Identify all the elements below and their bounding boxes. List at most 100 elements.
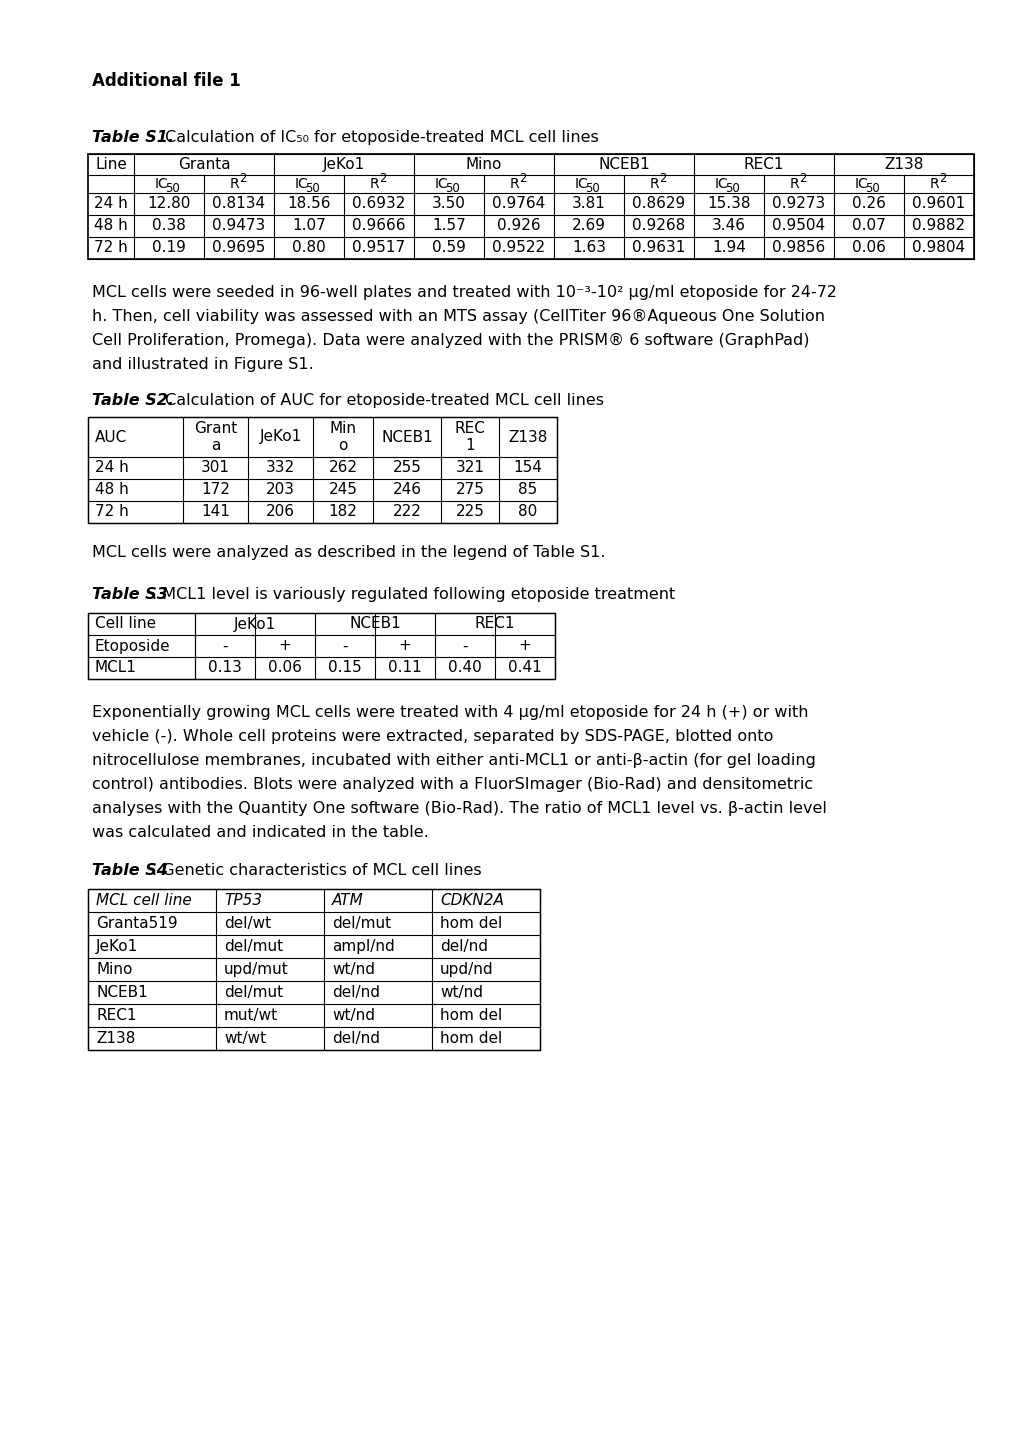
Text: 85: 85 [518,482,537,498]
Text: 0.07: 0.07 [851,218,886,234]
Text: 0.40: 0.40 [447,661,481,675]
Text: IC: IC [574,177,587,190]
Text: 0.9601: 0.9601 [911,196,965,212]
Text: JeKo1: JeKo1 [233,616,276,632]
Text: 0.8134: 0.8134 [212,196,265,212]
Text: NCEB1: NCEB1 [597,157,649,172]
Text: nitrocellulose membranes, incubated with either anti-MCL1 or anti-β-actin (for g: nitrocellulose membranes, incubated with… [92,753,815,768]
Text: 0.9517: 0.9517 [353,241,406,255]
Text: wt/nd: wt/nd [331,1009,375,1023]
Text: +: + [398,638,411,654]
Text: 1.63: 1.63 [572,241,605,255]
Text: del/mut: del/mut [224,986,283,1000]
Text: 0.80: 0.80 [291,241,325,255]
Text: 332: 332 [266,460,294,476]
Text: 50: 50 [165,182,180,195]
Text: 0.8629: 0.8629 [632,196,685,212]
Text: Table S2.: Table S2. [92,392,174,408]
Text: CDKN2A: CDKN2A [439,893,503,908]
Text: 50: 50 [865,182,879,195]
Text: 80: 80 [518,505,537,519]
Text: Cell Proliferation, Promega). Data were analyzed with the PRISM® 6 software (Gra: Cell Proliferation, Promega). Data were … [92,333,809,348]
Text: 0.9695: 0.9695 [212,241,265,255]
Text: JeKo1: JeKo1 [323,157,365,172]
Text: 275: 275 [455,482,484,498]
Text: 0.9473: 0.9473 [212,218,265,234]
Text: REC1: REC1 [96,1009,137,1023]
Text: del/nd: del/nd [331,1030,380,1046]
Text: 0.9666: 0.9666 [352,218,406,234]
Text: MCL cells were analyzed as described in the legend of Table S1.: MCL cells were analyzed as described in … [92,545,605,560]
Text: 24 h: 24 h [95,460,128,476]
Text: ampl/nd: ampl/nd [331,939,394,954]
Text: 0.9631: 0.9631 [632,241,685,255]
Text: REC
1: REC 1 [454,421,485,453]
Text: 48 h: 48 h [95,482,128,498]
Text: 3.50: 3.50 [432,196,466,212]
Text: Exponentially growing MCL cells were treated with 4 μg/ml etoposide for 24 h (+): Exponentially growing MCL cells were tre… [92,706,808,720]
Text: 321: 321 [455,460,484,476]
Text: 18.56: 18.56 [287,196,330,212]
Text: Grant
a: Grant a [194,421,236,453]
Text: 24 h: 24 h [94,196,127,212]
Text: 2: 2 [519,173,526,186]
Text: del/mut: del/mut [224,939,283,954]
Bar [88,613,554,680]
Bar [88,417,556,522]
Text: hom del: hom del [439,916,501,931]
Text: 0.38: 0.38 [152,218,185,234]
Text: R: R [508,177,519,190]
Text: Table S3: Table S3 [92,587,168,602]
Text: 0.9268: 0.9268 [632,218,685,234]
Text: mut/wt: mut/wt [224,1009,278,1023]
Text: vehicle (-). Whole cell proteins were extracted, separated by SDS-PAGE, blotted : vehicle (-). Whole cell proteins were ex… [92,729,772,745]
Text: Line: Line [95,157,126,172]
Text: Etoposide: Etoposide [95,638,170,654]
Text: NCEB1: NCEB1 [96,986,148,1000]
Text: -: - [342,638,347,654]
Text: +: + [518,638,531,654]
Text: 0.19: 0.19 [152,241,185,255]
Text: Z138: Z138 [507,430,547,444]
Text: R: R [928,177,937,190]
Text: REC1: REC1 [474,616,515,632]
Text: 154: 154 [513,460,542,476]
Text: 0.06: 0.06 [851,241,886,255]
Text: R: R [369,177,378,190]
Text: 2: 2 [799,173,806,186]
Text: 0.06: 0.06 [268,661,302,675]
Text: 0.13: 0.13 [208,661,242,675]
Text: upd/nd: upd/nd [439,962,493,977]
Text: hom del: hom del [439,1030,501,1046]
Text: 255: 255 [392,460,421,476]
Text: 262: 262 [328,460,357,476]
Text: and illustrated in Figure S1.: and illustrated in Figure S1. [92,356,314,372]
Text: Granta: Granta [177,157,230,172]
Text: 12.80: 12.80 [147,196,191,212]
Text: upd/mut: upd/mut [224,962,288,977]
Text: +: + [278,638,291,654]
Bar [88,154,973,258]
Text: 50: 50 [725,182,740,195]
Text: 3.81: 3.81 [572,196,605,212]
Text: 2.69: 2.69 [572,218,605,234]
Bar [88,889,539,1051]
Text: MCL1: MCL1 [95,661,137,675]
Text: 0.41: 0.41 [507,661,541,675]
Text: IC: IC [853,177,867,190]
Text: 50: 50 [445,182,460,195]
Text: 0.6932: 0.6932 [352,196,406,212]
Text: wt/nd: wt/nd [331,962,375,977]
Text: IC: IC [434,177,447,190]
Text: NCEB1: NCEB1 [381,430,432,444]
Text: ATM: ATM [331,893,364,908]
Text: -: - [222,638,227,654]
Text: 2: 2 [239,173,247,186]
Text: 222: 222 [392,505,421,519]
Text: 2: 2 [658,173,666,186]
Text: Min
o: Min o [329,421,357,453]
Text: 72 h: 72 h [95,505,128,519]
Text: wt/nd: wt/nd [439,986,483,1000]
Text: del/nd: del/nd [331,986,380,1000]
Text: Table S4: Table S4 [92,863,168,877]
